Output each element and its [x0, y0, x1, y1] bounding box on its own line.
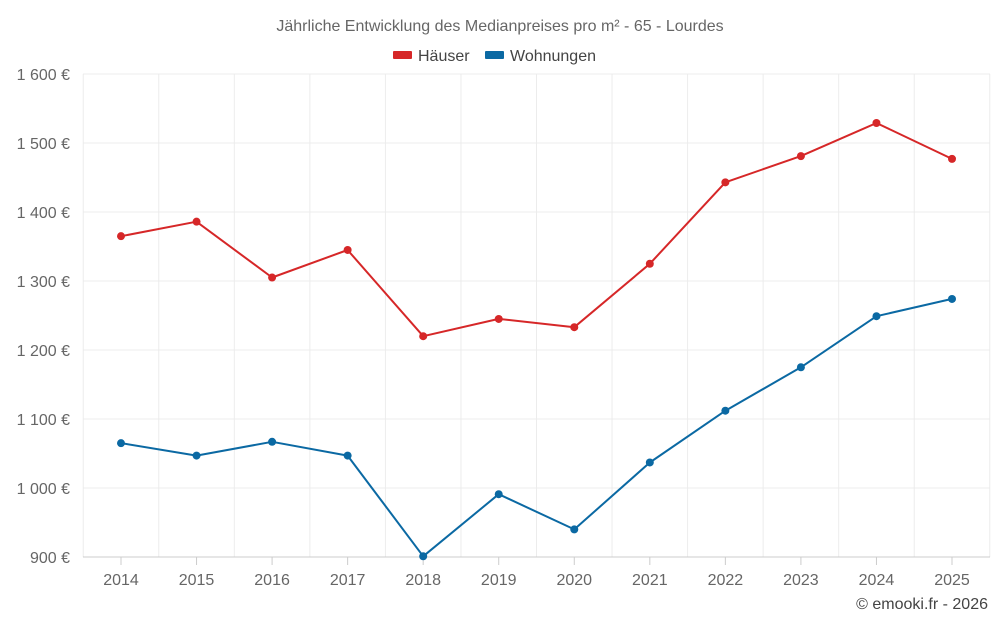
- legend-label-wohnungen[interactable]: Wohnungen: [510, 48, 596, 65]
- data-point[interactable]: [872, 118, 881, 127]
- data-point[interactable]: [645, 458, 654, 467]
- data-point[interactable]: [796, 363, 805, 372]
- legend-label-haeuser[interactable]: Häuser: [418, 48, 470, 65]
- data-point[interactable]: [796, 152, 805, 161]
- axes: 900 € 1 000 € 1 100 € 1 200 € 1 300 € 1 400 €…: [17, 67, 990, 589]
- data-point[interactable]: [343, 451, 352, 460]
- y-tick-label: 1 400 €: [17, 205, 70, 222]
- series-0: [117, 118, 956, 341]
- series-line: [120, 297, 953, 558]
- data-point[interactable]: [721, 406, 730, 415]
- data-point[interactable]: [494, 314, 503, 323]
- y-tick-label: 1 200 €: [17, 343, 70, 360]
- data-point[interactable]: [570, 525, 579, 534]
- data-point[interactable]: [343, 245, 352, 254]
- y-tick-label: 1 000 €: [17, 481, 70, 498]
- x-tick-label: 2024: [859, 572, 895, 589]
- data-point[interactable]: [268, 273, 277, 282]
- data-point[interactable]: [419, 332, 428, 341]
- credit-text: © emooki.fr - 2026: [856, 596, 988, 613]
- data-point[interactable]: [570, 323, 579, 332]
- data-point[interactable]: [419, 552, 428, 561]
- data-point[interactable]: [494, 490, 503, 499]
- y-tick-label: 1 600 €: [17, 67, 70, 84]
- x-tick-label: 2018: [405, 572, 441, 589]
- x-tick-label: 2014: [103, 572, 139, 589]
- data-point[interactable]: [268, 437, 277, 446]
- chart-title: Jährliche Entwicklung des Medianpreises …: [276, 18, 723, 35]
- data-point[interactable]: [192, 451, 201, 460]
- x-tick-label: 2015: [179, 572, 215, 589]
- data-point[interactable]: [117, 439, 125, 448]
- data-point[interactable]: [645, 259, 654, 268]
- data-point[interactable]: [192, 217, 201, 226]
- series-1: [117, 294, 956, 561]
- series-line: [120, 122, 953, 338]
- x-tick-label: 2021: [632, 572, 668, 589]
- x-tick-label: 2017: [330, 572, 366, 589]
- data-point[interactable]: [117, 232, 125, 241]
- grid: [82, 73, 991, 557]
- x-tick-label: 2022: [708, 572, 744, 589]
- series: [117, 118, 956, 561]
- y-tick-label: 1 300 €: [17, 274, 70, 291]
- y-tick-label: 1 100 €: [17, 412, 70, 429]
- x-tick-label: 2025: [934, 572, 970, 589]
- data-point[interactable]: [872, 312, 881, 321]
- legend-swatch-haeuser: [393, 51, 412, 59]
- data-point[interactable]: [948, 294, 956, 303]
- data-point[interactable]: [721, 178, 730, 187]
- data-point[interactable]: [948, 154, 956, 163]
- y-tick-label: 900 €: [30, 550, 70, 567]
- legend: Häuser Wohnungen: [393, 48, 596, 65]
- x-tick-label: 2019: [481, 572, 517, 589]
- x-tick-label: 2023: [783, 572, 819, 589]
- x-tick-label: 2020: [556, 572, 592, 589]
- y-tick-label: 1 500 €: [17, 136, 70, 153]
- legend-swatch-wohnungen: [485, 51, 504, 59]
- x-tick-label: 2016: [254, 572, 290, 589]
